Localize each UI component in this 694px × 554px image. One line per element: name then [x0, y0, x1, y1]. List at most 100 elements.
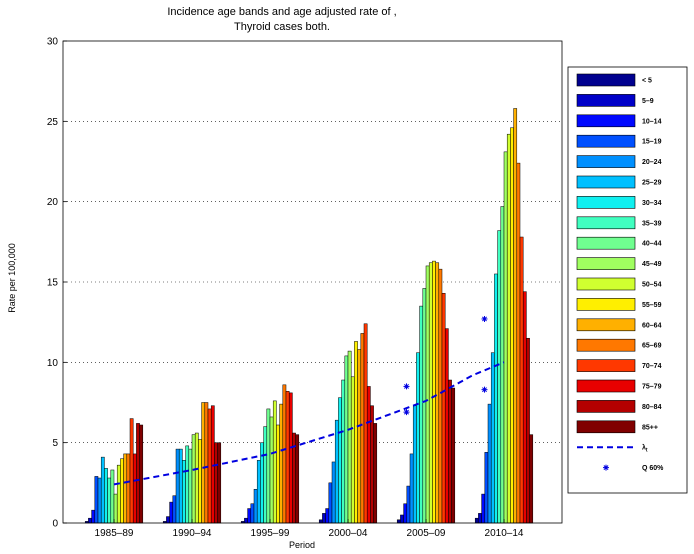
bar-4-1 — [400, 514, 404, 524]
bar-2-15 — [288, 392, 293, 524]
y-tick-label-0: 0 — [52, 519, 58, 530]
legend-swatch-13 — [576, 338, 636, 352]
bar-0-5 — [100, 456, 105, 524]
bar-1-10 — [194, 432, 199, 524]
legend-label-6: 30–34 — [642, 200, 662, 207]
bar-4-16 — [448, 379, 452, 524]
bar-2-14 — [285, 391, 290, 524]
bar-4-0 — [396, 519, 401, 524]
bar-2-3 — [250, 503, 255, 524]
legend-label-4: 20–24 — [642, 159, 662, 166]
bar-4-17 — [451, 387, 456, 524]
legend-label-17: 85++ — [642, 424, 658, 431]
bar-4-5 — [412, 405, 417, 524]
legend-swatch-9 — [576, 257, 636, 270]
q60-markers — [403, 315, 488, 416]
bar-1-11 — [198, 439, 202, 524]
bar-1-2 — [169, 501, 174, 524]
bar-0-4 — [97, 477, 102, 524]
bar-5-7 — [497, 230, 502, 524]
bar-2-1 — [244, 517, 248, 524]
bar-3-11 — [354, 341, 358, 524]
bar-4-11 — [432, 260, 436, 524]
bar-5-11 — [510, 127, 514, 524]
bar-4-8 — [422, 288, 427, 524]
x-tick-label-1: 1990–94 — [173, 528, 212, 539]
legend-label-13: 65–69 — [642, 343, 662, 350]
bar-2-11 — [276, 424, 280, 524]
legend-label-15: 75–79 — [642, 384, 662, 391]
bar-3-15 — [366, 386, 371, 524]
bar-3-3 — [328, 482, 333, 524]
bar-3-7 — [341, 379, 346, 524]
bar-0-16 — [136, 423, 140, 524]
legend-label-8: 40–44 — [642, 241, 662, 248]
legend-label-3: 15–19 — [642, 139, 662, 146]
q60-point-0 — [403, 409, 410, 416]
bar-5-13 — [516, 162, 521, 524]
legend-swatch-6 — [576, 196, 636, 209]
bar-4-3 — [406, 485, 411, 524]
bar-2-8 — [266, 408, 271, 524]
plot-frame — [62, 40, 563, 524]
x-tick-label-3: 2000–04 — [329, 528, 368, 539]
legend-swatch-15 — [576, 379, 636, 393]
bar-5-8 — [500, 206, 505, 524]
bar-3-8 — [344, 355, 349, 524]
legend-label-7: 35–39 — [642, 220, 662, 227]
bar-5-15 — [522, 291, 527, 524]
y-tick-label-6: 30 — [47, 37, 59, 48]
bar-1-13 — [204, 402, 209, 524]
bar-0-14 — [129, 418, 134, 524]
x-tick-label-5: 2010–14 — [485, 528, 524, 539]
bar-2-4 — [253, 489, 258, 524]
y-tick-label-2: 10 — [47, 358, 59, 369]
bar-5-1 — [478, 513, 482, 524]
y-tick-label-3: 15 — [47, 278, 59, 289]
bar-5-5 — [490, 352, 495, 524]
legend-swatch-5 — [576, 175, 636, 189]
legend-swatch-11 — [576, 298, 636, 311]
bar-0-12 — [123, 453, 128, 524]
bar-4-6 — [416, 352, 420, 524]
bar-2-2 — [247, 508, 252, 524]
bar-5-16 — [526, 337, 530, 524]
bar-5-3 — [484, 452, 489, 524]
legend: < 5 5–9 10–14 15–19 20–24 25–29 30–34 35–39 40–4… — [567, 66, 688, 494]
legend-q60-marker — [603, 464, 609, 471]
bar-1-16 — [214, 442, 218, 524]
bar-2-17 — [295, 434, 300, 524]
bar-1-3 — [172, 495, 177, 524]
bar-2-5 — [256, 460, 261, 524]
bar-5-6 — [494, 273, 498, 524]
bar-4-13 — [438, 268, 443, 524]
legend-label-q60: Q 60% — [642, 465, 664, 472]
bar-1-4 — [175, 448, 180, 524]
legend-label-0: < 5 — [642, 78, 652, 85]
legend-label-10: 50–54 — [642, 282, 662, 289]
bar-1-8 — [188, 448, 193, 524]
bar-4-15 — [444, 328, 449, 524]
bar-5-0 — [474, 517, 479, 524]
legend-swatch-0 — [576, 73, 636, 87]
bar-2-9 — [269, 416, 274, 524]
lambda-line-layer — [113, 361, 505, 486]
y-axis-label: Rate per 100,000 — [7, 243, 17, 313]
bar-2-12 — [279, 403, 284, 524]
legend-swatch-10 — [576, 277, 636, 291]
bar-4-12 — [435, 262, 440, 524]
axes: 0 5 10 15 20 25 30 1985–89 1990–94 1995–99 2000–04… — [47, 37, 563, 539]
bar-4-2 — [403, 503, 408, 524]
x-axis-label: Period — [289, 540, 315, 549]
legend-label-5: 25–29 — [642, 180, 662, 187]
legend-swatch-14 — [576, 359, 636, 372]
bar-3-12 — [357, 349, 362, 524]
bar-1-9 — [191, 434, 196, 524]
bar-5-4 — [487, 403, 492, 524]
legend-label-11: 55–59 — [642, 302, 662, 309]
legend-swatch-4 — [576, 155, 636, 168]
bar-1-7 — [185, 445, 190, 524]
bar-3-5 — [334, 419, 339, 524]
